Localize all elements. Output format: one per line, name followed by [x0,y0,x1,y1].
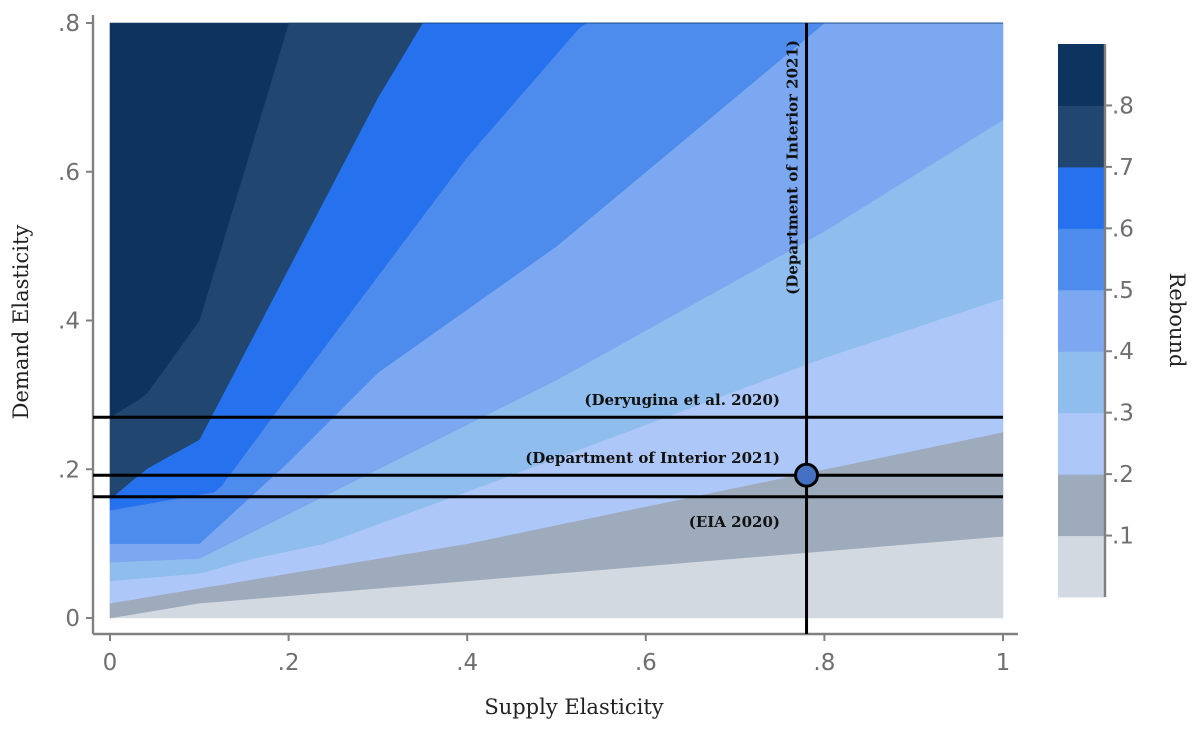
contour-band-8 [109,22,1003,418]
legend-tick-label: .2 [1112,462,1134,488]
legend-tick-label: .4 [1112,339,1134,365]
ref-label-h-2: (EIA 2020) [689,513,780,531]
legend-tick-label: .3 [1112,401,1134,427]
y-tick-label: .6 [58,160,80,186]
y-tick-label: 0 [65,606,80,632]
legend-swatch-7 [1058,105,1105,168]
legend-swatch-8 [1058,44,1105,106]
x-tick-label: .4 [456,650,478,676]
legend-tick-label: .7 [1112,155,1134,181]
legend-title: Rebound [1165,273,1189,368]
legend-swatch-3 [1058,351,1105,414]
y-tick-label: .8 [58,11,80,37]
legend-tick-label: .8 [1112,93,1134,119]
axes: 0 .2 .4 .6 .8 0 .2 .4 .6 .8 1 [58,11,1018,676]
y-tick-label: .2 [58,457,80,483]
y-tick-label: .4 [58,309,80,335]
y-axis-title: Demand Elasticity [9,225,33,420]
legend-tick-label: .5 [1112,278,1134,304]
legend-tick-label: .1 [1112,524,1134,550]
legend-swatch-2 [1058,412,1105,475]
legend-swatch-5 [1058,228,1105,291]
colorbar-legend: .1 .2 .3 .4 .5 .6 .7 .8 [1058,44,1134,598]
ref-label-h-1: (Department of Interior 2021) [525,449,780,467]
reference-lines: (Deryugina et al. 2020) (Department of In… [93,23,1003,634]
x-axis-title: Supply Elasticity [484,695,663,719]
x-tick-label: .2 [278,650,300,676]
ref-label-v-3: (Department of Interior 2021) [784,40,802,295]
x-tick-label: .8 [813,650,835,676]
legend-tick-label: .6 [1112,216,1134,242]
estimate-marker [794,462,820,488]
legend-swatch-1 [1058,474,1105,537]
legend-swatch-0 [1058,535,1105,598]
legend-swatch-4 [1058,289,1105,352]
contour-bands [109,22,1004,619]
x-tick-label: .6 [635,650,657,676]
x-tick-label: 0 [103,650,118,676]
ref-label-h-0: (Deryugina et al. 2020) [584,391,780,409]
legend-swatch-6 [1058,166,1105,229]
x-tick-label: 1 [996,650,1011,676]
